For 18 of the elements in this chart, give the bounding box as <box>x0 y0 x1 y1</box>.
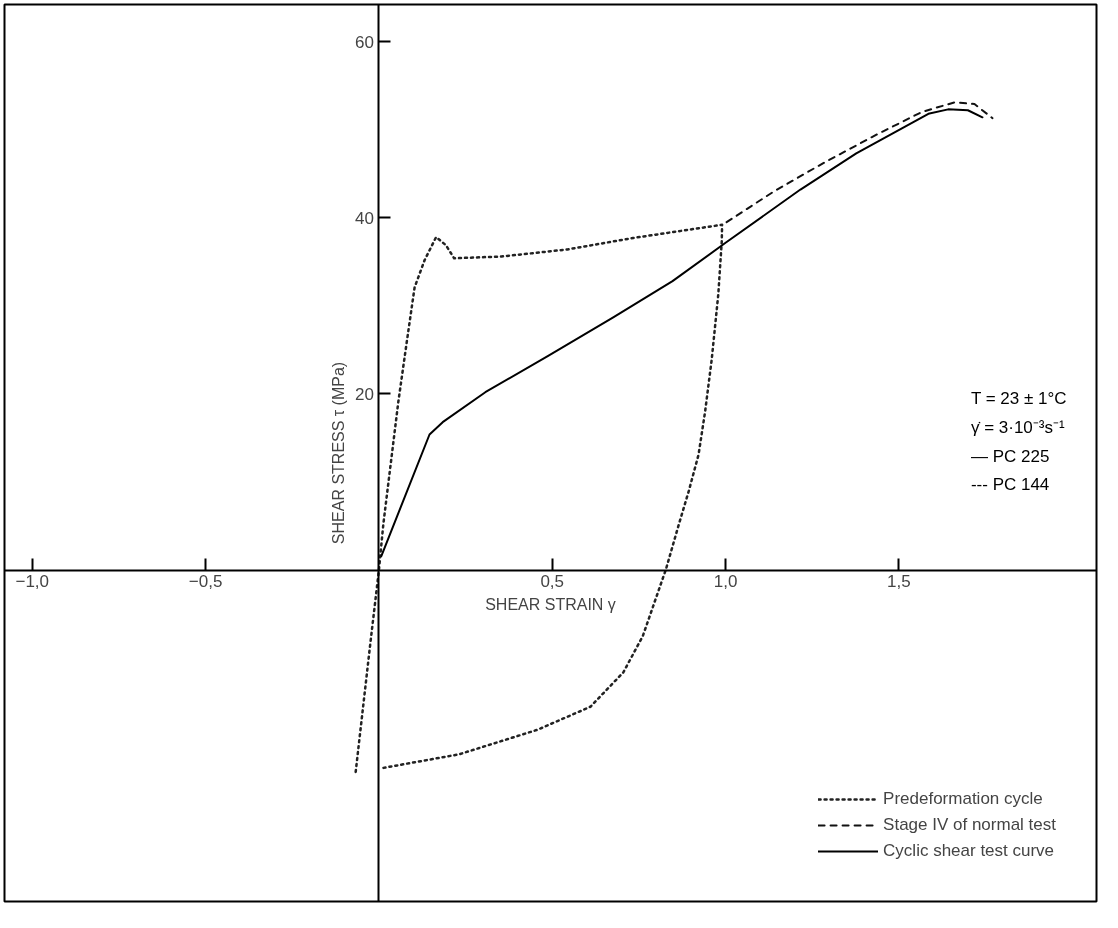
annotation: γ̇ = 3·10⁻³s⁻¹ <box>970 417 1065 437</box>
x-tick-label: 1,5 <box>887 572 911 592</box>
legend-label: Stage IV of normal test <box>883 815 1056 835</box>
y-tick-label: 60 <box>354 32 374 52</box>
annotation: --- PC 144 <box>970 475 1050 495</box>
x-tick-label: −0,5 <box>188 572 223 592</box>
x-axis-title: SHEAR STRAIN γ <box>485 595 616 613</box>
legend-label: Cyclic shear test curve <box>883 841 1055 861</box>
x-tick-label: −1,0 <box>15 572 50 592</box>
line-series <box>725 101 994 224</box>
x-tick-label: 0,5 <box>540 572 565 592</box>
x-tick-label: 1,0 <box>713 572 738 592</box>
annotation: T = 23 ± 1°C <box>970 389 1067 409</box>
legend-label: Predeformation cycle <box>883 789 1043 809</box>
y-axis-title: SHEAR STRESS τ (MPa) <box>329 361 347 545</box>
y-tick-label: 40 <box>354 208 374 228</box>
annotation: — PC 225 <box>970 446 1050 466</box>
y-tick-label: 20 <box>354 384 374 404</box>
